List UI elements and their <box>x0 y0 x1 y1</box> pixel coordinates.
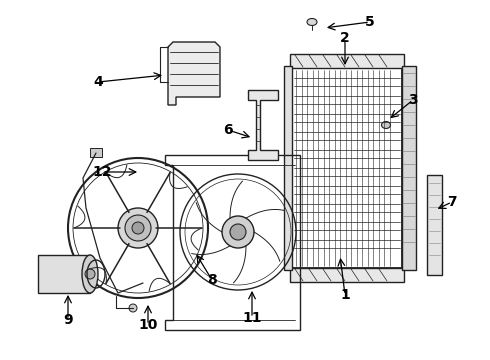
Ellipse shape <box>382 122 391 129</box>
Bar <box>292 68 402 268</box>
Text: 1: 1 <box>340 288 350 302</box>
Bar <box>402 66 416 270</box>
Ellipse shape <box>307 18 317 26</box>
Text: 6: 6 <box>223 123 233 137</box>
Text: 5: 5 <box>365 15 375 29</box>
Circle shape <box>125 215 151 241</box>
Circle shape <box>118 208 158 248</box>
Bar <box>290 54 404 68</box>
Bar <box>427 175 442 275</box>
Bar <box>38 255 90 293</box>
Text: 2: 2 <box>340 31 350 45</box>
Polygon shape <box>248 90 278 160</box>
Bar <box>290 268 404 282</box>
Circle shape <box>129 304 137 312</box>
Circle shape <box>230 224 246 240</box>
Text: 12: 12 <box>92 165 112 179</box>
Text: 10: 10 <box>138 318 158 332</box>
Circle shape <box>85 269 95 279</box>
Text: 4: 4 <box>93 75 103 89</box>
Text: 8: 8 <box>207 273 217 287</box>
Circle shape <box>132 222 144 234</box>
Ellipse shape <box>82 255 98 293</box>
Text: 3: 3 <box>408 93 418 107</box>
Circle shape <box>222 216 254 248</box>
Bar <box>284 66 292 270</box>
Polygon shape <box>168 42 220 105</box>
Text: 7: 7 <box>447 195 457 209</box>
Text: 11: 11 <box>242 311 262 325</box>
Text: 9: 9 <box>63 313 73 327</box>
Bar <box>90 148 102 157</box>
